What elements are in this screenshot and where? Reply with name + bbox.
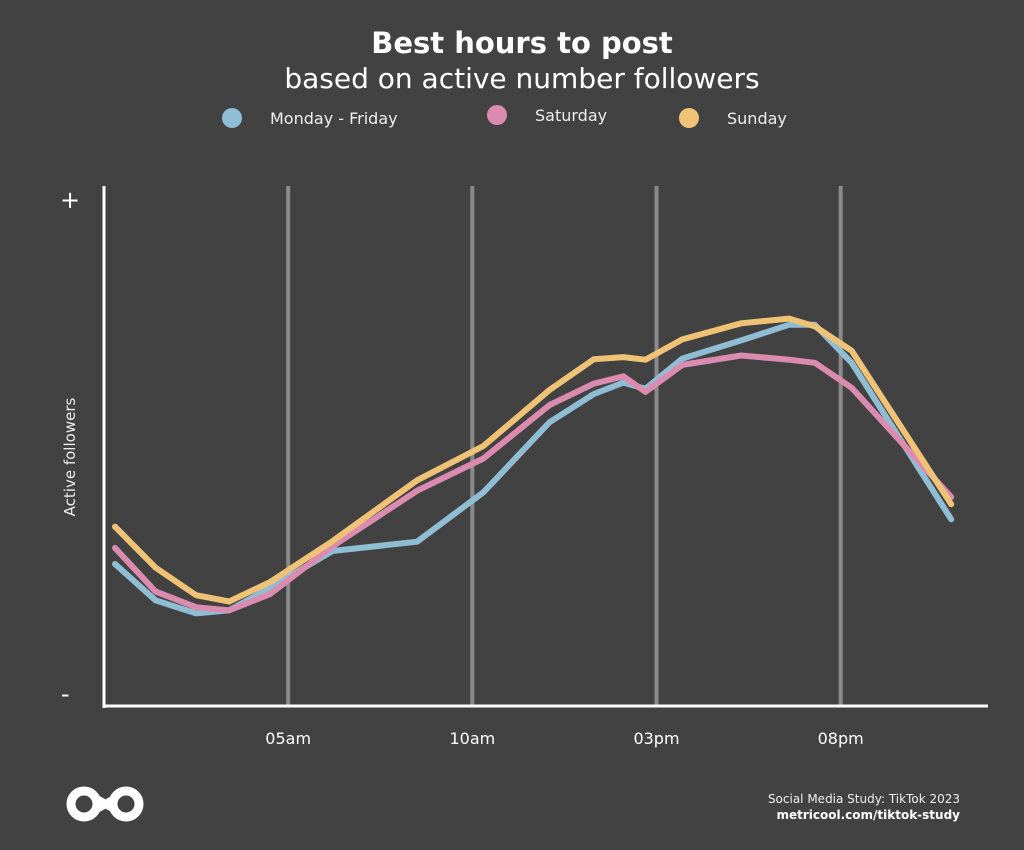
footer-link[interactable]: metricool.com/tiktok-study [776, 808, 960, 822]
legend-label-monday-friday: Monday - Friday [270, 108, 398, 128]
legend-dot-monday-friday [222, 108, 242, 128]
series-layer [112, 315, 955, 617]
tick-label-layer: 05am 10am 03pm 08pm [265, 729, 863, 748]
axis-layer [102, 186, 988, 708]
chart-subtitle: based on active number followers [284, 62, 760, 95]
series-line-sunday [112, 315, 955, 605]
legend-item-saturday: Saturday [487, 105, 607, 125]
legend-dot-saturday [487, 105, 507, 125]
footer-credit: Social Media Study: TikTok 2023 metricoo… [768, 791, 960, 823]
legend-dot-sunday [679, 108, 699, 128]
legend-label-saturday: Saturday [535, 105, 608, 125]
chart-title-block: Best hours to post based on active numbe… [0, 24, 1024, 96]
metricool-logo [64, 784, 148, 828]
y-axis-top-marker: + [60, 186, 81, 214]
chart-title: Best hours to post [371, 26, 673, 60]
legend-item-monday-friday: Monday - Friday [222, 108, 398, 128]
legend-item-sunday: Sunday [679, 108, 787, 128]
infinity-logo-icon [66, 786, 144, 822]
legend-label-sunday: Sunday [727, 108, 787, 128]
grid-layer [286, 186, 843, 706]
x-tick-label: 03pm [633, 729, 679, 748]
x-tick-label: 10am [449, 729, 495, 748]
footer-source: Social Media Study: TikTok 2023 [767, 792, 960, 806]
chart-legend: Monday - Friday Saturday Sunday [0, 105, 1024, 138]
x-tick-label: 08pm [818, 729, 864, 748]
y-axis-bottom-marker: - [61, 680, 70, 708]
series-line-saturday [112, 352, 955, 614]
x-tick-label: 05am [265, 729, 311, 748]
